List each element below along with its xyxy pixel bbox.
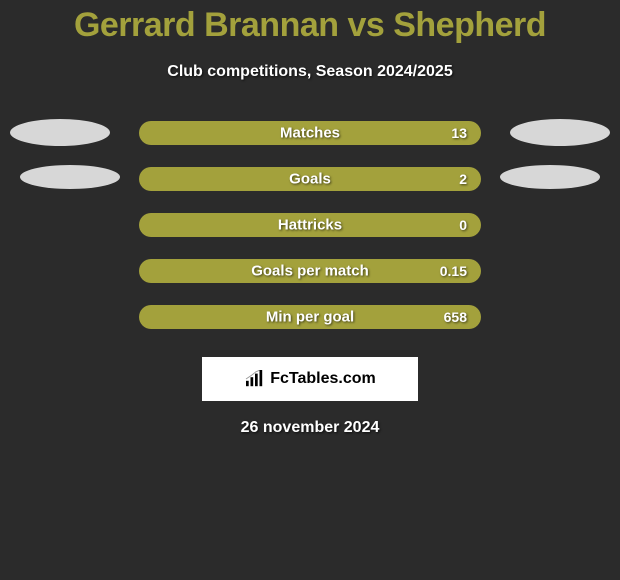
stat-label: Goals (289, 171, 331, 188)
stat-label: Hattricks (278, 217, 342, 234)
stat-row: Goals per match 0.15 (0, 259, 620, 283)
stat-value: 658 (444, 309, 467, 325)
stat-row: Matches 13 (0, 121, 620, 145)
stat-label: Min per goal (266, 309, 354, 326)
page-subtitle: Club competitions, Season 2024/2025 (0, 63, 620, 81)
branding-inner: FcTables.com (244, 370, 376, 388)
stat-bar: Min per goal 658 (139, 305, 481, 329)
stat-bar: Matches 13 (139, 121, 481, 145)
stat-value: 0.15 (440, 263, 467, 279)
stat-row: Hattricks 0 (0, 213, 620, 237)
branding-box: FcTables.com (202, 357, 418, 401)
stat-value: 0 (459, 217, 467, 233)
stat-value: 2 (459, 171, 467, 187)
stat-row: Goals 2 (0, 167, 620, 191)
date-text: 26 november 2024 (0, 419, 620, 437)
stat-row: Min per goal 658 (0, 305, 620, 329)
stat-bar: Hattricks 0 (139, 213, 481, 237)
bar-chart-icon (244, 370, 266, 388)
stat-bar: Goals per match 0.15 (139, 259, 481, 283)
stats-area: Matches 13 Goals 2 Hattricks 0 Goals per… (0, 121, 620, 329)
stat-label: Goals per match (251, 263, 369, 280)
page-title: Gerrard Brannan vs Shepherd (0, 0, 620, 45)
stat-value: 13 (451, 125, 467, 141)
branding-text: FcTables.com (270, 370, 376, 388)
stat-bar: Goals 2 (139, 167, 481, 191)
stat-label: Matches (280, 125, 340, 142)
